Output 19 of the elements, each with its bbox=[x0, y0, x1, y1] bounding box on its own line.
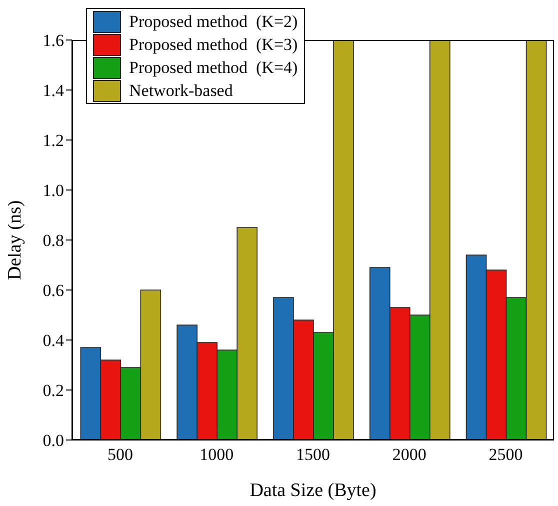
legend-label: Proposed method (K=4) bbox=[129, 58, 298, 78]
y-tick-label: 0.0 bbox=[42, 431, 64, 450]
y-tick-label: 0.6 bbox=[42, 281, 64, 300]
y-tick-label: 0.2 bbox=[42, 381, 64, 400]
x-axis-title: Data Size (Byte) bbox=[250, 480, 376, 501]
legend-label: Network-based bbox=[129, 80, 233, 100]
x-tick-label: 500 bbox=[107, 445, 133, 464]
x-tick-label: 2500 bbox=[488, 445, 523, 464]
legend-label: Proposed method (K=3) bbox=[129, 34, 298, 54]
legend-label: Proposed method (K=2) bbox=[129, 12, 298, 32]
x-tick-label: 1500 bbox=[296, 445, 330, 464]
y-tick-label: 1.0 bbox=[42, 181, 64, 200]
x-tick-label: 2000 bbox=[392, 445, 426, 464]
x-tick-label: 1000 bbox=[200, 445, 234, 464]
y-tick-label: 1.6 bbox=[42, 31, 64, 50]
y-tick-label: 0.4 bbox=[42, 331, 64, 350]
y-tick-label: 1.4 bbox=[42, 81, 64, 100]
y-tick-label: 1.2 bbox=[42, 131, 64, 150]
y-tick-label: 0.8 bbox=[42, 231, 64, 250]
